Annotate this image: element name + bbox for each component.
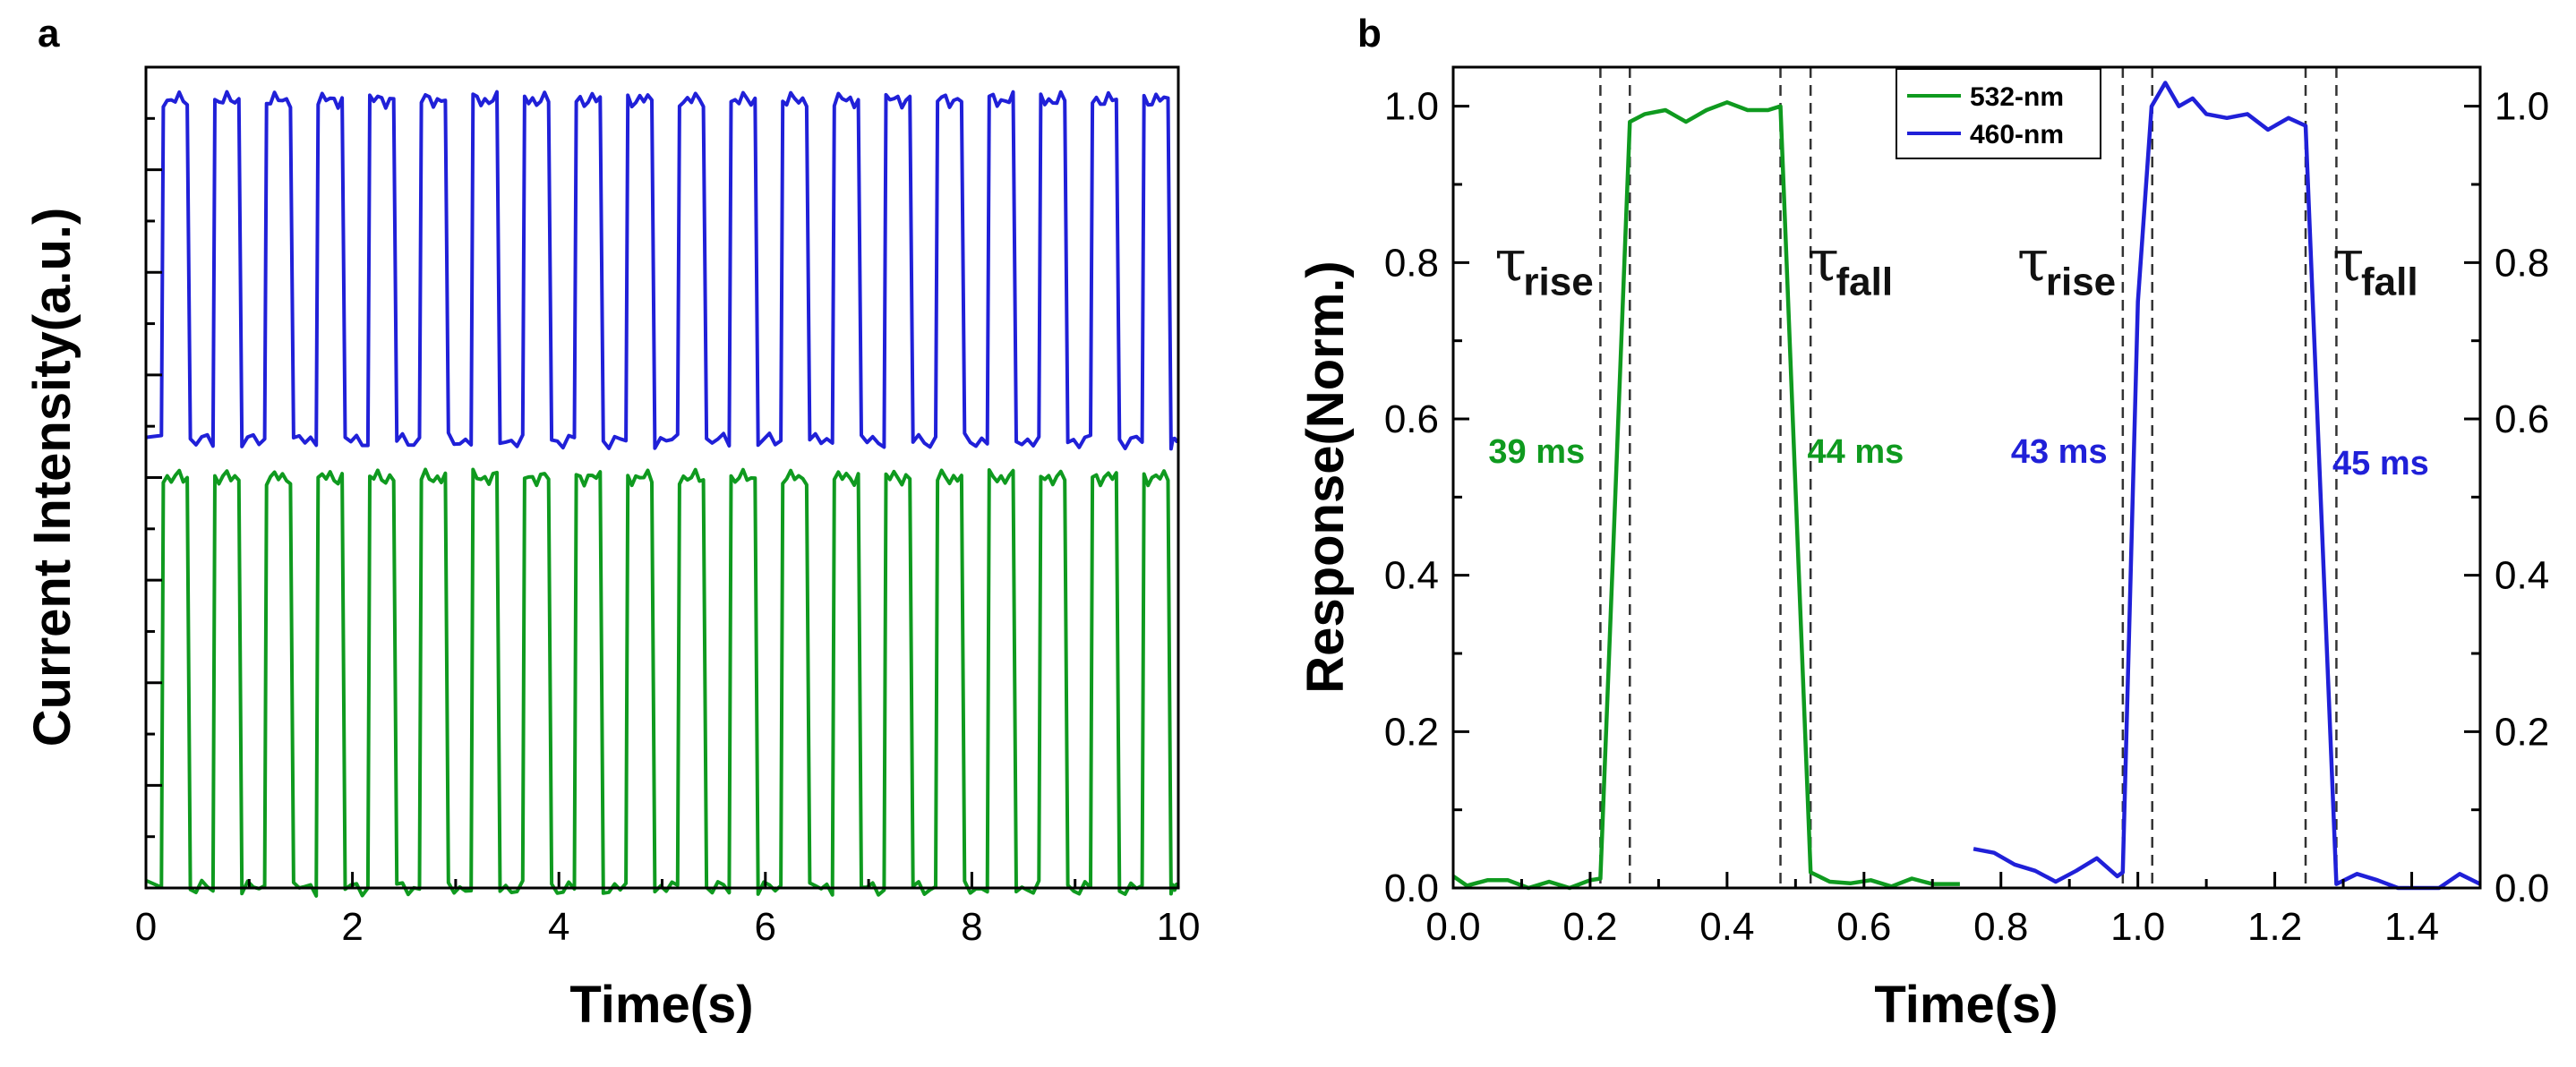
panel-b-ticks: 0.0 0.2 0.4 0.6 0.8 1.0 1.2 1.40.0 0.00.2 0.20.4 0… — [1384, 85, 2549, 949]
panel-a-x-axis-title: Time(s) — [569, 976, 753, 1034]
panel-b-y-axis-title: Response(Norm.) — [1297, 260, 1355, 693]
panel-b-right-y-tick-label: 0.0 — [2495, 866, 2549, 910]
panel-b-right-y-tick-label: 0.8 — [2495, 241, 2549, 285]
panel-b-right-y-tick-label: 0.2 — [2495, 710, 2549, 754]
panel-b-x-tick-label: 0.2 — [1562, 905, 1617, 949]
panel-b-x-tick-label: 1.0 — [2110, 905, 2165, 949]
panel-b-x-axis-title: Time(s) — [1874, 976, 2058, 1034]
legend-label-532: 532-nm — [1970, 82, 2064, 112]
panel-b-right-y-tick-label: 0.4 — [2495, 554, 2549, 598]
tau-rise-symbol: τ — [1494, 228, 1526, 294]
legend-label-460: 460-nm — [1970, 120, 2064, 149]
panel-a-x-tick-label: 8 — [961, 905, 982, 949]
panel-b-x-tick-label: 1.2 — [2247, 905, 2302, 949]
tau-rise-subscript: rise — [2046, 260, 2116, 303]
panel-a-x-tick-label: 0 — [135, 905, 157, 949]
panel-a-series — [145, 90, 1180, 898]
panel-a-series-line-460-nm — [145, 90, 1179, 451]
panel-b-series-line-532-nm — [1451, 100, 1960, 891]
panel-a-x-tick-label: 4 — [548, 905, 569, 949]
tau-fall-subscript: fall — [1836, 260, 1894, 303]
panel-b-right-y-tick-label: 0.6 — [2495, 397, 2549, 441]
tau-fall-value: 45 ms — [2332, 445, 2429, 482]
panel-b-left-y-tick-label: 0.2 — [1384, 710, 1439, 754]
tau-fall-symbol: τ — [2332, 228, 2364, 294]
panel-b-plot-frame — [1451, 65, 2482, 890]
panel-b-left-y-tick-label: 0.4 — [1384, 554, 1439, 598]
panel-b-x-tick-label: 0.8 — [1973, 905, 2028, 949]
panel-a-x-tick-label: 10 — [1157, 905, 1201, 949]
tau-rise-value: 43 ms — [2011, 433, 2108, 471]
panel-a-plot-frame — [144, 65, 1180, 890]
tau-rise-subscript: rise — [1523, 260, 1593, 303]
panel-b-left-y-tick-label: 1.0 — [1384, 85, 1439, 129]
panel-a-series-line-532-nm — [145, 467, 1180, 898]
tau-rise-value: 39 ms — [1488, 433, 1585, 471]
panel-b-left-y-tick-label: 0.6 — [1384, 397, 1439, 441]
panel-b-time-markers — [1599, 67, 2338, 888]
panel-a-ticks: 0 2 4 6 8 10 — [135, 65, 1201, 949]
panel-b-series-line-460-nm — [1973, 81, 2481, 891]
legend-box — [1896, 68, 2101, 159]
panel-a-x-tick-label: 2 — [341, 905, 363, 949]
panel-a: a 0 2 4 6 8 10 Time(s) Current Intensity(a.u.… — [23, 12, 1200, 1034]
panel-b-x-tick-label: 1.4 — [2384, 905, 2439, 949]
panel-b: b 0.0 0.2 0.4 0.6 0.8 1.0 1.2 1.40.0 0.00.2 0.20.… — [1297, 12, 2549, 1034]
panel-a-y-axis-title: Current Intensity(a.u.) — [23, 208, 81, 747]
panel-b-right-y-tick-label: 1.0 — [2495, 85, 2549, 129]
panel-a-x-tick-label: 6 — [755, 905, 776, 949]
panel-b-legend: 532-nm 460-nm — [1896, 68, 2101, 159]
panel-a-label: a — [38, 12, 60, 55]
panel-b-x-tick-label: 0.6 — [1836, 905, 1891, 949]
panel-b-x-tick-label: 0.0 — [1425, 905, 1480, 949]
tau-rise-symbol: τ — [2017, 228, 2049, 294]
panel-b-label: b — [1357, 12, 1382, 55]
panel-b-left-y-tick-label: 0.0 — [1384, 866, 1439, 910]
tau-fall-subscript: fall — [2361, 260, 2418, 303]
panel-b-series — [1451, 81, 2481, 891]
tau-fall-value: 44 ms — [1808, 433, 1904, 471]
tau-fall-symbol: τ — [1808, 228, 1839, 294]
panel-b-left-y-tick-label: 0.8 — [1384, 241, 1439, 285]
panel-b-x-tick-label: 0.4 — [1699, 905, 1754, 949]
